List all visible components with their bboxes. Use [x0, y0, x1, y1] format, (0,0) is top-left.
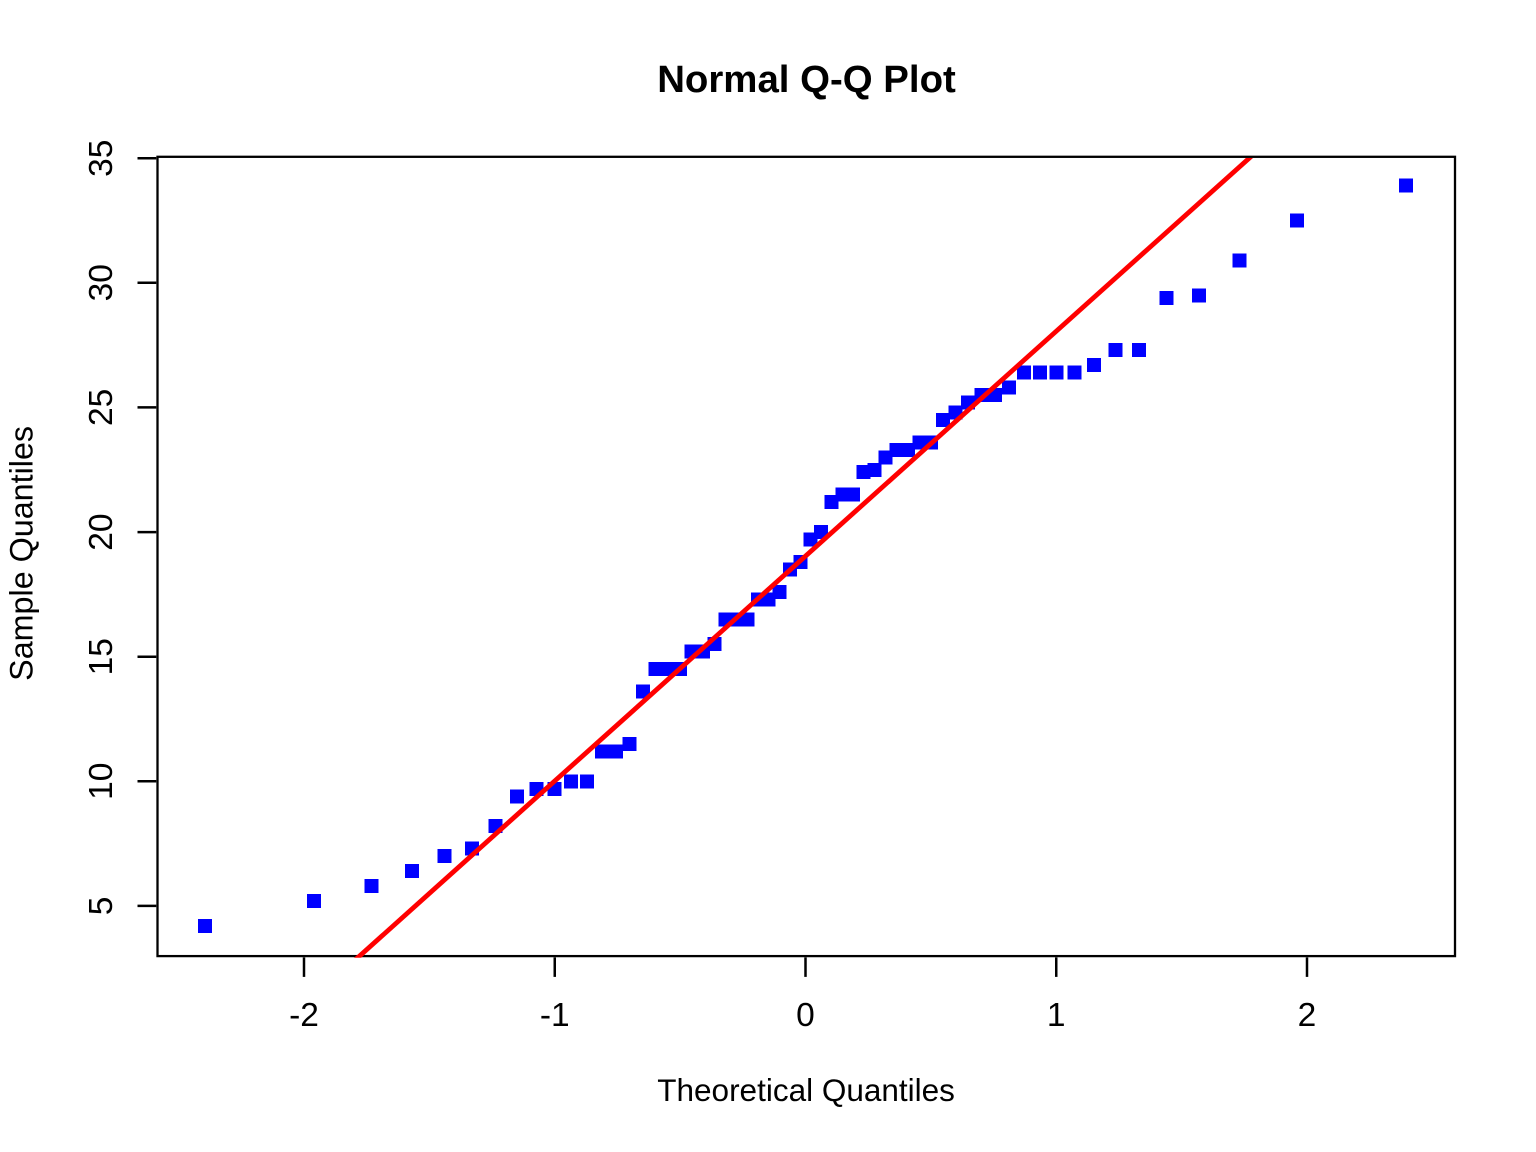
svg-text:20: 20 [83, 513, 120, 550]
svg-text:Sample Quantiles: Sample Quantiles [4, 426, 40, 681]
svg-text:1: 1 [1047, 997, 1066, 1034]
svg-text:0: 0 [796, 997, 815, 1034]
svg-text:Normal Q-Q Plot: Normal Q-Q Plot [657, 58, 956, 101]
svg-text:-2: -2 [289, 997, 319, 1034]
svg-text:35: 35 [83, 140, 120, 177]
svg-text:25: 25 [83, 389, 120, 426]
svg-text:-1: -1 [540, 997, 570, 1034]
svg-text:Theoretical Quantiles: Theoretical Quantiles [657, 1072, 955, 1108]
svg-text:30: 30 [83, 264, 120, 301]
svg-text:10: 10 [83, 763, 120, 800]
svg-text:15: 15 [83, 638, 120, 675]
svg-text:2: 2 [1298, 997, 1317, 1034]
svg-text:5: 5 [83, 897, 120, 916]
